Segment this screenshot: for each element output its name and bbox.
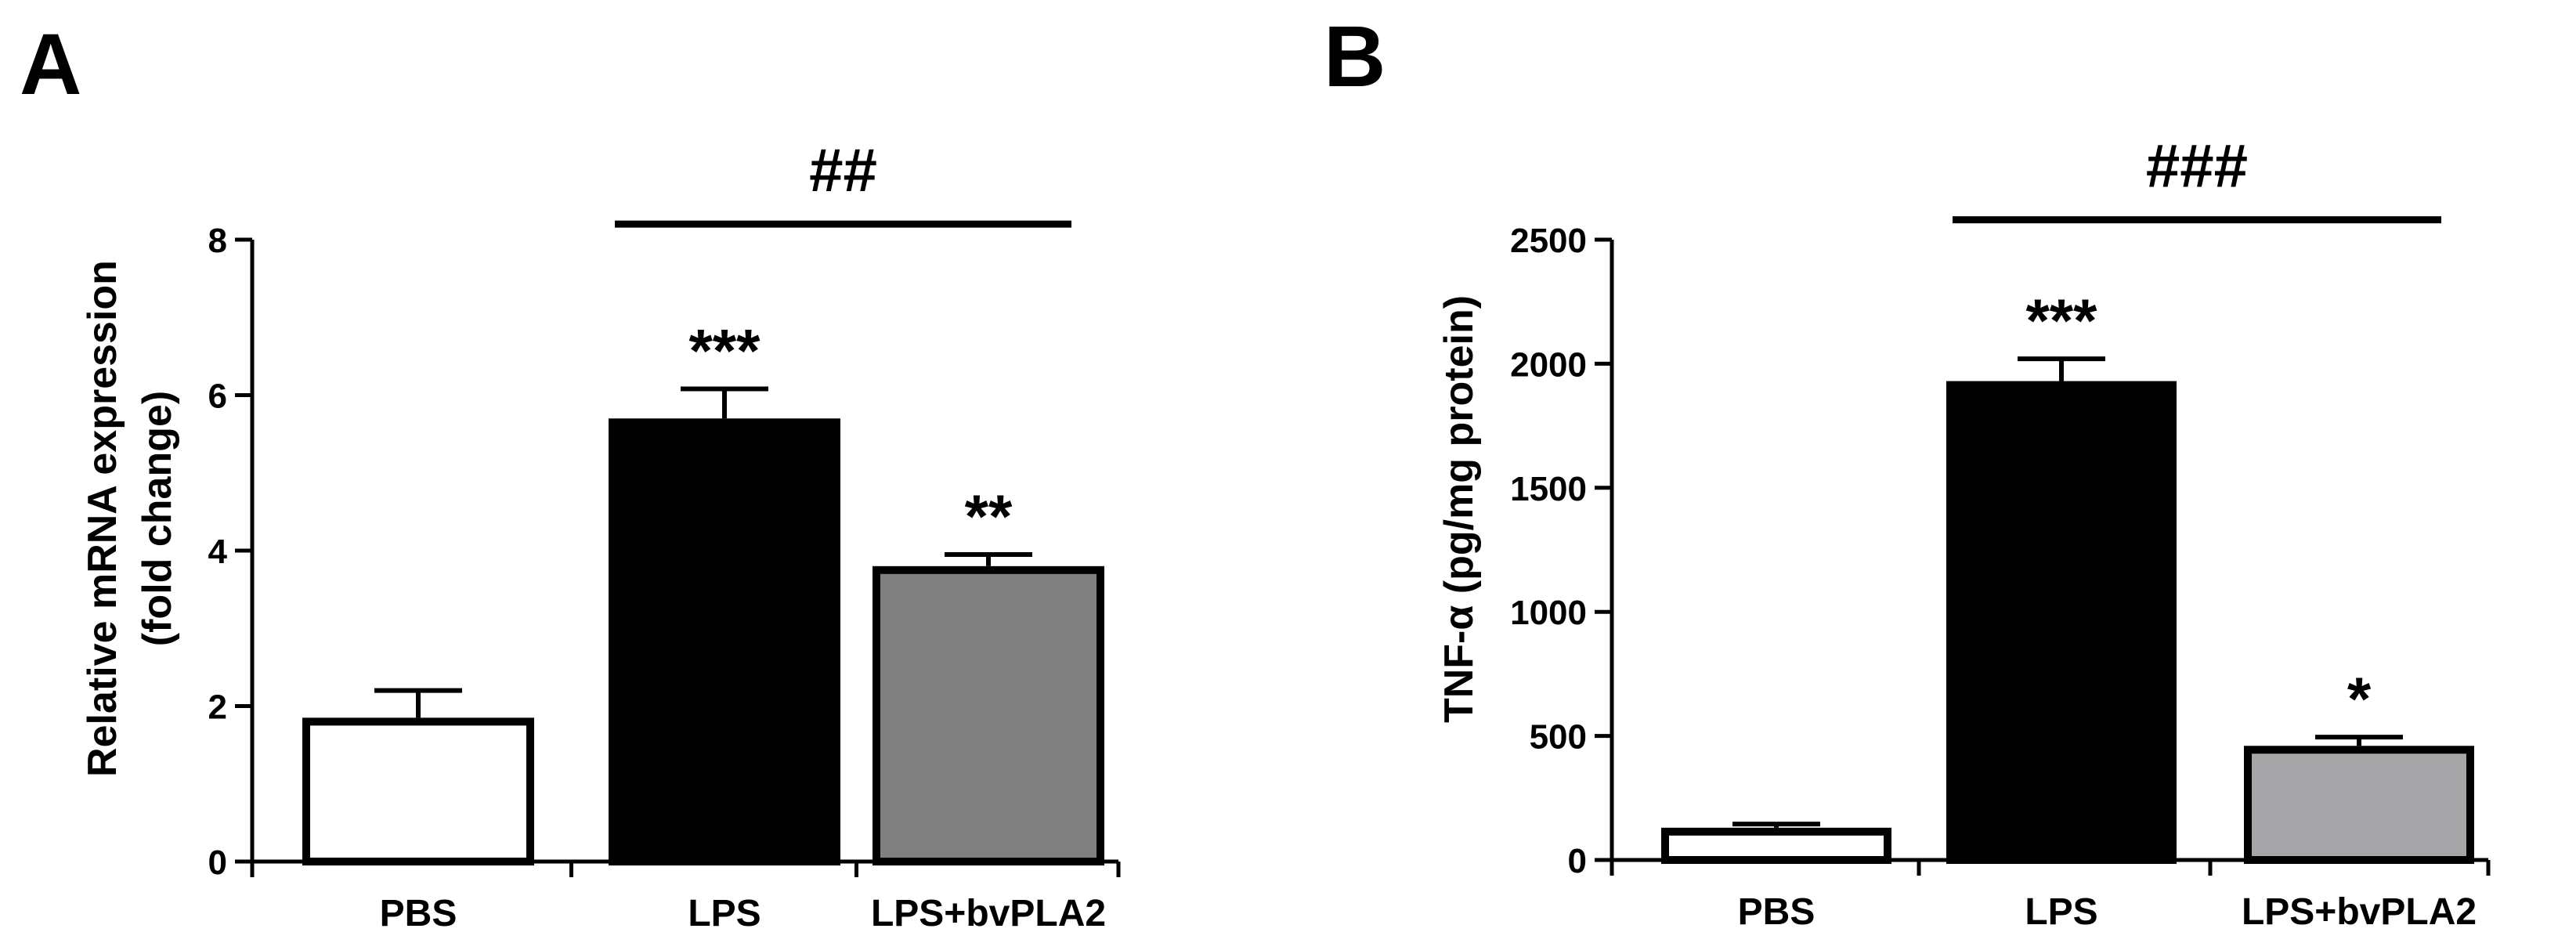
- panel-a-y-axis-title-line2: (fold change): [135, 391, 180, 646]
- panel-a-bar-lps-bvpla2: [873, 565, 1104, 865]
- panel-a-bar-pbs: [302, 717, 534, 866]
- panel-b: B TNF-α (pg/mg protein) 0 500 1000 1500 2000…: [1324, 9, 2491, 933]
- panel-b-y-axis-title: TNF-α (pg/mg protein): [1436, 295, 1482, 723]
- panel-b-plot-area: 0 500 1000 1500 2000 2500 PBS LPS *** LPS+bvPLA2 *…: [1510, 132, 2491, 933]
- panel-b-y-tick-label: 0: [1568, 842, 1587, 880]
- panel-b-significance-label: *: [2347, 664, 2372, 733]
- panel-a-y-tick-label: 6: [208, 378, 227, 416]
- panel-a: A Relative mRNA expression (fold change)…: [20, 16, 1121, 934]
- panel-a-y-axis-title-line1: Relative mRNA expression: [80, 260, 125, 777]
- panel-a-significance-label: ***: [688, 316, 761, 385]
- panel-b-bar-pbs: [1661, 827, 1891, 865]
- panel-b-category-label: LPS+bvPLA2: [2242, 891, 2477, 933]
- panel-b-bar-lps: [1946, 381, 2177, 864]
- panel-a-plot-area: 0 2 4 6 8 PBS LPS *** LPS+bvPLA2 ** ##: [208, 135, 1121, 934]
- panel-b-y-tick-label: 1500: [1510, 470, 1587, 508]
- panel-a-y-tick-label: 0: [208, 844, 227, 882]
- panel-a-bar-lps: [609, 418, 840, 865]
- panel-a-y-tick-label: 8: [208, 222, 227, 260]
- panel-a-category-label: PBS: [380, 893, 457, 934]
- panel-b-category-label: PBS: [1738, 891, 1815, 933]
- panel-a-y-tick-label: 4: [208, 533, 228, 571]
- panel-b-y-tick-label: 2000: [1510, 345, 1587, 384]
- panel-b-bar-lps-bvpla2: [2244, 746, 2474, 864]
- panel-b-y-tick-label: 1000: [1510, 594, 1587, 632]
- panel-a-y-tick-label: 2: [208, 688, 227, 727]
- panel-b-y-tick-label: 500: [1530, 718, 1587, 757]
- panel-a-comparison-label: ##: [809, 135, 877, 204]
- panel-b-y-tick-label: 2500: [1510, 222, 1587, 260]
- panel-b-significance-label: ***: [2025, 286, 2097, 355]
- panel-a-category-label: LPS+bvPLA2: [871, 893, 1106, 934]
- panel-b-category-label: LPS: [2025, 891, 2097, 933]
- panel-a-category-label: LPS: [688, 893, 761, 934]
- panel-a-significance-label: **: [965, 482, 1013, 551]
- panel-b-label: B: [1324, 9, 1386, 105]
- panel-a-label: A: [20, 16, 81, 113]
- panel-b-comparison-label: ###: [2146, 132, 2248, 201]
